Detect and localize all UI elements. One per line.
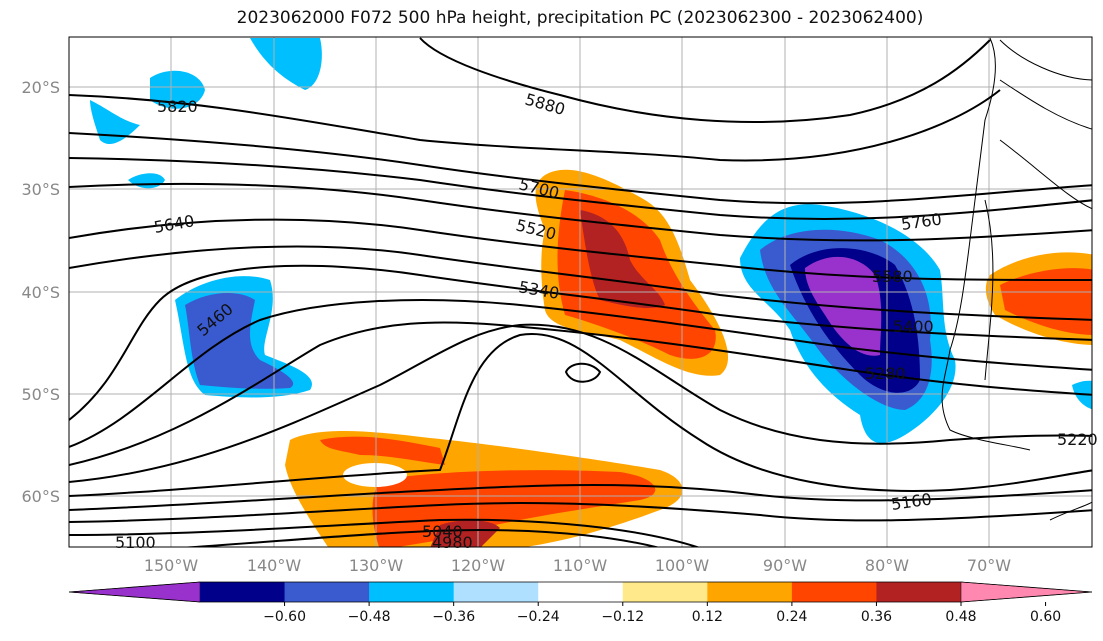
lon-label: 70°W [967, 556, 1011, 575]
colorbar-tick-label: 0.36 [861, 609, 892, 625]
lon-label: 110°W [553, 556, 608, 575]
colorbar-tick-label: −0.24 [517, 609, 560, 625]
lat-label: 30°S [21, 180, 60, 199]
colorbar: −0.60 −0.48 −0.36 −0.24 −0.12 0.12 0.24 0.36 0.4… [68, 581, 1093, 625]
colorbar-segment [622, 582, 708, 602]
colorbar-tick-label: 0.24 [776, 609, 807, 625]
lon-label: 90°W [763, 556, 807, 575]
colorbar-segment [791, 582, 877, 602]
lon-label: 140°W [247, 556, 302, 575]
map-frame [68, 36, 1093, 548]
contour-label: 5400 [893, 317, 934, 336]
contour-label: 5880 [523, 90, 567, 119]
contour-label: 5580 [872, 267, 913, 286]
contour-label: 5220 [1057, 430, 1098, 449]
colorbar-segment [538, 582, 624, 602]
colorbar-tick-label: 0.12 [692, 609, 723, 625]
colorbar-segment [369, 582, 455, 602]
lat-label: 20°S [21, 78, 60, 97]
lon-label: 120°W [451, 556, 506, 575]
height-contours [69, 37, 1092, 547]
contour-label: 4980 [432, 533, 473, 552]
contour-label: 5760 [900, 209, 943, 233]
coastlines [941, 37, 1092, 521]
map-area [69, 37, 1092, 547]
colorbar-tick-label: 0.60 [1030, 609, 1061, 625]
lon-label: 150°W [144, 556, 199, 575]
colorbar-tick-label: −0.12 [601, 609, 644, 625]
lon-axis: 150°W 140°W 130°W 120°W 110°W 100°W 90°W… [144, 556, 1011, 575]
colorbar-tick-label: −0.48 [348, 609, 391, 625]
colorbar-extend-high [960, 581, 1093, 603]
contour-label: 5640 [152, 211, 195, 237]
colorbar-segment [876, 582, 962, 602]
colorbar-segment [200, 582, 286, 602]
lat-label: 60°S [21, 487, 60, 506]
contour-label: 5100 [115, 533, 156, 552]
lat-label: 40°S [21, 283, 60, 302]
colorbar-segment [284, 582, 370, 602]
colorbar-tick-label: 0.48 [945, 609, 976, 625]
lon-label: 80°W [865, 556, 909, 575]
colorbar-segment [707, 582, 793, 602]
lat-label: 50°S [21, 385, 60, 404]
lon-label: 100°W [655, 556, 710, 575]
colorbar-tick-label: −0.36 [432, 609, 475, 625]
colorbar-segment [453, 582, 539, 602]
map-title: 2023062000 F072 500 hPa height, precipit… [236, 8, 924, 28]
colorbar-frame [68, 581, 1093, 603]
lat-axis: 20°S 30°S 40°S 50°S 60°S [21, 78, 60, 506]
graticule [69, 37, 1092, 547]
contour-label: 5160 [890, 489, 933, 513]
contour-label: 5280 [865, 364, 906, 383]
colorbar-extend-low [68, 581, 201, 603]
contour-label: 5040 [422, 522, 463, 541]
lon-label: 130°W [349, 556, 404, 575]
contour-label: 5820 [157, 97, 198, 116]
colorbar-tick-label: −0.60 [263, 609, 306, 625]
